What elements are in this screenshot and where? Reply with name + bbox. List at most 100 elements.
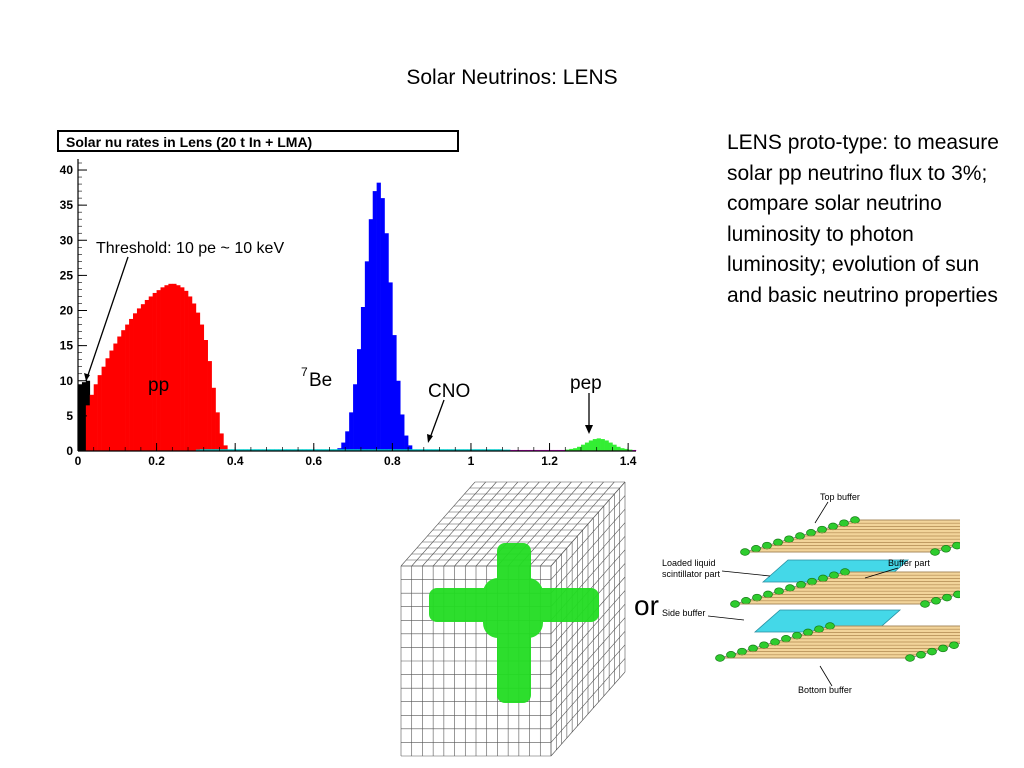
bar-pp	[113, 343, 118, 451]
bottom-buffer-label: Bottom buffer	[798, 685, 852, 695]
y-tick-label: 30	[60, 233, 74, 247]
bar-7be	[372, 191, 377, 451]
bar-pp	[191, 303, 197, 451]
bar-7be	[408, 445, 413, 451]
bar-cno	[223, 449, 228, 451]
middle-buffer-slab-rod-end-left	[840, 568, 850, 576]
middle-buffer-slab-rod-end-left	[818, 574, 828, 583]
x-tick-label: 1.4	[620, 454, 637, 467]
bar-cno	[313, 449, 319, 451]
bar-pep	[592, 439, 598, 451]
bar-cno	[235, 449, 240, 451]
bottom-buffer-slab-rod-end-left	[814, 625, 824, 633]
bar-cno	[215, 449, 220, 451]
be7-superscript: 7	[301, 365, 308, 379]
bar-pp	[188, 296, 193, 451]
bar-pp	[172, 283, 177, 451]
bar-cno	[404, 449, 409, 451]
top-buffer-slab-rod-end-left	[784, 535, 794, 543]
bar-cno	[360, 449, 366, 451]
bottom-buffer-slab-rod-end-left	[792, 631, 802, 640]
bar-pp	[89, 394, 95, 451]
bar-pp	[160, 287, 165, 451]
bar-pep	[569, 448, 574, 451]
bottom-buffer-slab-rod-end-left	[759, 641, 769, 649]
y-tick-label: 10	[60, 374, 74, 388]
bar-cno	[246, 449, 252, 451]
bar-cno	[478, 449, 484, 451]
top-buffer-slab-rod-end-left	[773, 538, 783, 547]
bar-7be	[345, 431, 350, 451]
bottom-buffer-slab-rod-end-left	[726, 651, 736, 659]
middle-buffer-slab-rod-end-left	[730, 600, 740, 608]
bar-7be	[396, 380, 401, 451]
bar-pep	[600, 439, 605, 451]
bar-7be	[384, 233, 389, 451]
bar-cno	[262, 449, 267, 451]
bar-pp	[144, 299, 150, 451]
bar-cno	[486, 449, 491, 451]
bar-pp	[211, 387, 216, 451]
bar-cno	[290, 449, 295, 451]
bar-pp	[93, 384, 98, 451]
bar-pep	[608, 442, 613, 451]
x-tick-label: 0	[75, 454, 82, 467]
bar-cno	[341, 449, 346, 451]
bar-pp	[133, 313, 138, 451]
bar-cno	[372, 449, 377, 451]
cno-label: CNO	[428, 381, 470, 402]
bar-7be	[357, 349, 362, 451]
bottom-buffer-slab-rod-end-left	[825, 622, 835, 630]
bar-cno	[329, 449, 334, 451]
bar-pp	[121, 330, 126, 451]
bar-cno	[435, 449, 440, 451]
scintillator-part-label: scintillator part	[662, 569, 721, 579]
bar-cno	[427, 449, 432, 451]
side-buffer-label: Side buffer	[662, 608, 705, 618]
bar-7be	[360, 307, 366, 451]
x-tick-label: 1	[468, 454, 475, 467]
threshold-arrowhead	[84, 373, 90, 381]
bar-cno	[309, 449, 315, 451]
bar-cno	[408, 449, 413, 451]
bottom-buffer-slab-rod-end-left	[803, 628, 813, 637]
bar-cno	[270, 449, 275, 451]
bar-cno	[278, 449, 283, 451]
bar-7be	[404, 435, 409, 451]
bar-cno	[239, 449, 244, 451]
chart-title: Solar nu rates in Lens (20 t In + LMA)	[66, 134, 312, 150]
bar-cno	[423, 449, 429, 451]
bottom-buffer-leader	[819, 665, 833, 687]
bar-cno	[325, 449, 330, 451]
bar-cno	[451, 449, 456, 451]
x-tick-label: 0.8	[384, 454, 401, 467]
middle-buffer-slab-rod-end-left	[829, 571, 839, 579]
bar-pep	[580, 444, 586, 451]
bar-cno	[396, 449, 401, 451]
bar-pp	[105, 358, 110, 451]
y-tick-label: 40	[60, 163, 74, 177]
bar-pp	[203, 340, 208, 451]
bar-7be	[376, 182, 381, 452]
bar-cno	[376, 449, 381, 451]
bar-pep	[565, 449, 570, 451]
top-buffer-slab-rod-end-right	[941, 545, 951, 553]
top-buffer-leader	[814, 501, 829, 524]
bar-cno	[364, 449, 370, 451]
bar-cno	[266, 449, 271, 451]
bar-pp	[223, 445, 228, 451]
bar-pp	[85, 405, 91, 451]
bar-cno	[333, 449, 338, 451]
pep-label: pep	[570, 373, 602, 394]
bar-cno	[415, 449, 421, 451]
bar-cno	[400, 449, 405, 451]
top-buffer-slab-rod-end-right	[930, 548, 940, 556]
middle-buffer-slab-rod-end-left	[752, 593, 762, 602]
lens-description: LENS proto-type: to measure solar pp neu…	[727, 131, 999, 307]
bottom-buffer-slab-rod-end-right	[916, 651, 926, 659]
chart-title-box	[57, 130, 459, 152]
bar-cno	[195, 449, 201, 451]
top-buffer-slab-rod-end-right	[952, 541, 960, 550]
bar-pep	[624, 448, 629, 451]
pp-label: pp	[148, 375, 169, 396]
